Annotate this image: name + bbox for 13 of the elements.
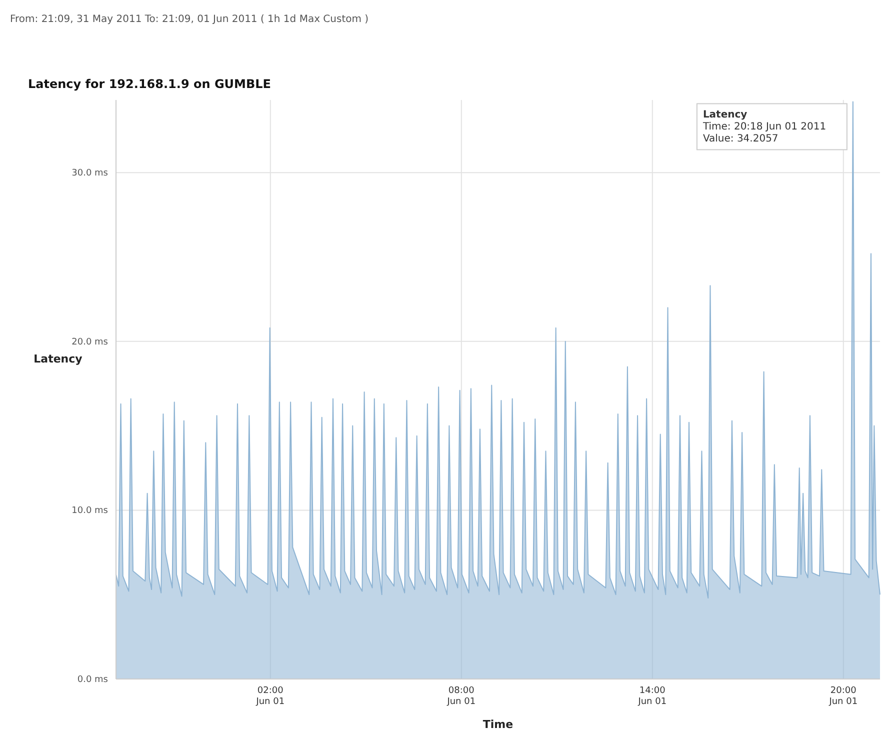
x-tick-label: 08:00 Jun 01 bbox=[446, 686, 476, 707]
x-tick-label: 02:00 Jun 01 bbox=[255, 686, 285, 707]
chart-title: Latency for 192.168.1.9 on GUMBLE bbox=[28, 77, 271, 91]
y-tick-label: 20.0 ms bbox=[72, 337, 108, 348]
y-tick-label: 0.0 ms bbox=[77, 675, 108, 685]
x-axis-title: Time bbox=[482, 718, 514, 731]
x-tick-label: 14:00 Jun 01 bbox=[637, 686, 667, 707]
y-axis-title: Latency bbox=[34, 352, 82, 366]
x-tick-label: 20:00 Jun 01 bbox=[828, 686, 858, 707]
annotation: Latency Time: 20:18 Jun 01 2011 Value: 34.2057 bbox=[702, 110, 826, 145]
chart-subtitle: From: 21:09, 31 May 2011 To: 21:09, 01 Jun 2011 ( 1h 1d Max Custom ) bbox=[10, 14, 369, 25]
y-tick-label: 10.0 ms bbox=[72, 506, 108, 516]
y-tick-label: 30.0 ms bbox=[72, 168, 108, 179]
